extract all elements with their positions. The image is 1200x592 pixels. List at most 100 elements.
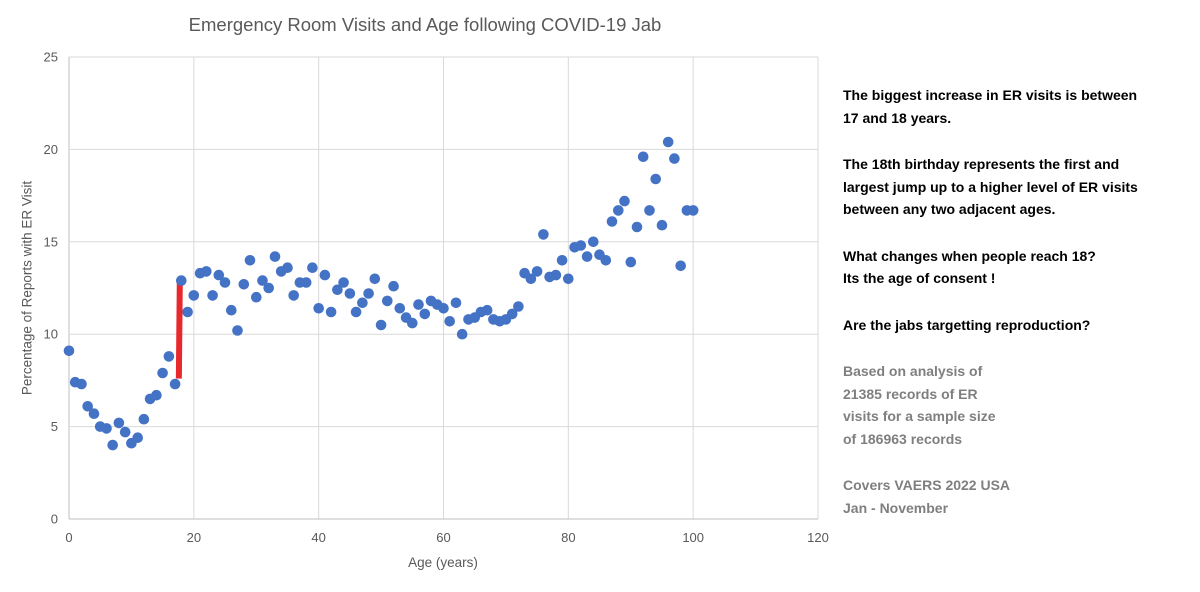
data-point — [101, 423, 112, 434]
data-point — [413, 299, 424, 310]
data-point — [357, 297, 368, 309]
x-tick-label: 20 — [187, 530, 201, 545]
data-point — [637, 151, 649, 163]
data-point — [531, 266, 543, 277]
data-point — [244, 254, 256, 266]
data-point — [250, 291, 262, 303]
data-point — [238, 279, 250, 290]
data-point — [269, 251, 281, 262]
data-point — [513, 301, 524, 312]
note-18th-birthday: The 18th birthday represents the first a… — [843, 156, 1138, 217]
data-point — [363, 288, 374, 299]
data-point — [201, 266, 212, 277]
data-point — [538, 229, 549, 240]
data-point — [687, 205, 699, 216]
data-point — [313, 303, 325, 314]
note-coverage: Covers VAERS 2022 USA Jan - November — [843, 477, 1011, 516]
data-point — [613, 205, 624, 216]
note-targetting-question: Are the jabs targetting reproduction? — [843, 316, 1091, 333]
y-tick-label: 10 — [44, 327, 58, 342]
data-point — [606, 216, 618, 227]
data-point — [288, 290, 300, 301]
data-point — [662, 136, 674, 148]
data-point — [631, 221, 643, 233]
data-point — [226, 304, 237, 316]
data-point — [438, 303, 449, 314]
y-tick-label: 0 — [51, 512, 58, 527]
data-point — [344, 288, 356, 299]
x-tick-label: 80 — [561, 530, 575, 545]
data-point — [282, 262, 293, 274]
data-point — [625, 256, 637, 268]
data-point — [325, 306, 337, 318]
data-point — [369, 273, 381, 285]
x-tick-label: 0 — [65, 530, 72, 545]
data-point — [207, 290, 218, 301]
data-point — [263, 282, 275, 294]
chart-title: Emergency Room Visits and Age following … — [188, 14, 662, 35]
data-point — [375, 319, 387, 331]
data-point — [169, 378, 181, 390]
data-point — [388, 280, 399, 292]
data-point — [213, 269, 225, 281]
data-point — [319, 269, 331, 281]
data-point — [188, 290, 200, 301]
data-point — [63, 345, 75, 357]
data-point — [300, 277, 312, 288]
data-point — [525, 273, 537, 285]
data-point — [550, 269, 562, 281]
data-point — [176, 275, 187, 286]
data-point — [481, 304, 493, 316]
data-point — [307, 262, 318, 274]
data-point — [444, 316, 456, 327]
y-axis-title: Percentage of Reports with ER Visit — [19, 180, 35, 396]
data-point — [575, 240, 587, 251]
x-tick-label: 100 — [682, 530, 704, 545]
data-point — [113, 417, 125, 429]
chart-panel: Emergency Room Visits and Age following … — [19, 14, 829, 570]
data-point — [619, 195, 630, 207]
data-point — [656, 219, 668, 231]
data-point — [219, 277, 231, 288]
notes-panel: The biggest increase in ER visits is bet… — [843, 84, 1200, 543]
data-point — [600, 254, 612, 266]
data-point — [182, 306, 193, 318]
data-point — [556, 254, 568, 266]
data-point — [151, 389, 162, 401]
data-point — [669, 153, 680, 164]
data-point — [407, 317, 418, 329]
data-point — [382, 295, 393, 307]
data-point — [163, 351, 175, 362]
data-point — [138, 413, 150, 425]
note-biggest-increase: The biggest increase in ER visits is bet… — [843, 87, 1138, 126]
y-tick-label: 20 — [44, 142, 58, 157]
x-tick-label: 120 — [807, 530, 829, 545]
data-point — [450, 297, 462, 309]
data-point — [588, 236, 599, 248]
data-point — [132, 432, 143, 444]
data-point — [644, 205, 655, 216]
data-point — [506, 308, 518, 320]
data-point — [332, 284, 343, 296]
data-point — [257, 275, 268, 286]
y-tick-label: 25 — [44, 50, 58, 65]
data-point — [456, 328, 468, 340]
data-point — [157, 367, 168, 379]
data-point — [232, 325, 243, 336]
x-tick-label: 40 — [311, 530, 325, 545]
data-point — [563, 273, 574, 285]
data-point — [88, 408, 100, 420]
y-tick-label: 15 — [44, 234, 58, 249]
data-point — [675, 260, 686, 272]
data-point — [119, 426, 131, 438]
data-point — [350, 306, 362, 318]
x-axis-title: Age (years) — [408, 555, 478, 570]
note-sample-size: Based on analysis of 21385 records of ER… — [843, 363, 996, 447]
data-point — [76, 378, 87, 390]
x-tick-label: 60 — [436, 530, 450, 545]
jump-line — [175, 282, 183, 379]
data-point — [338, 277, 349, 288]
scatter-plot: 0 20 40 60 80 100 120 0 5 10 15 20 25 — [44, 50, 829, 546]
data-point — [650, 173, 661, 185]
